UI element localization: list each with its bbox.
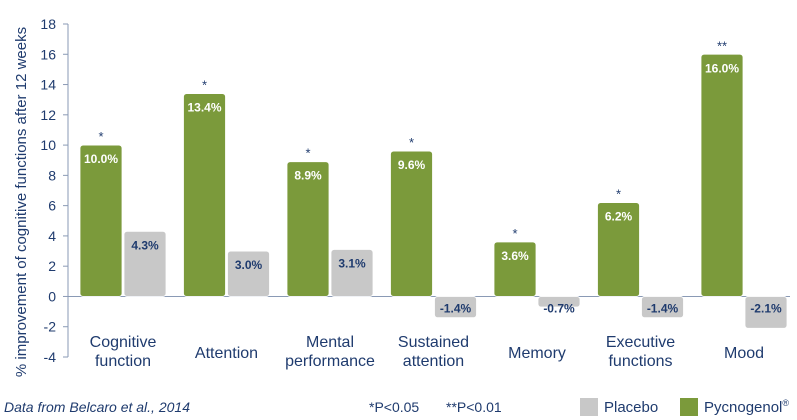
data-label-pycnogenol: 8.9% <box>294 169 322 183</box>
data-label-pycnogenol: 16.0% <box>705 61 739 75</box>
category-label: Cognitive <box>90 334 157 351</box>
significance-marker: * <box>409 135 414 150</box>
category-label: Mental <box>306 334 354 351</box>
bar-chart: 18 16 14 12 10 8 6 4 2 0 -2 -4 % improvement of cogn… <box>13 16 790 377</box>
data-label-placebo: -2.1% <box>750 301 782 315</box>
bar-placebo <box>537 296 581 308</box>
legend-swatch-placebo <box>580 398 598 416</box>
category-label: Attention <box>195 345 258 362</box>
data-label-placebo: -1.4% <box>440 301 472 315</box>
data-label-pycnogenol: 6.2% <box>605 210 633 224</box>
significance-marker: * <box>98 129 103 144</box>
y-tick-label: 6 <box>48 198 56 214</box>
legend-item-placebo: Placebo <box>580 398 658 416</box>
y-tick-label: 18 <box>40 16 56 32</box>
significance-note-p05: *P<0.05 <box>369 399 420 415</box>
category-label: Sustained <box>398 334 469 351</box>
legend-label-pycnogenol-text: Pycnogenol <box>704 399 783 416</box>
data-label-pycnogenol: 10.0% <box>84 152 118 166</box>
bar-placebo <box>123 230 167 297</box>
significance-marker: * <box>512 226 517 241</box>
bar-pycnogenol <box>286 161 330 297</box>
y-tick-label: 16 <box>40 46 56 62</box>
category-label: attention <box>403 353 464 370</box>
significance-marker: * <box>616 187 621 202</box>
y-tick-label: 12 <box>40 107 56 123</box>
y-tick-label: 8 <box>48 167 56 183</box>
data-label-pycnogenol: 3.6% <box>501 249 529 263</box>
data-label-placebo: 3.0% <box>235 258 263 272</box>
significance-note-p01: **P<0.01 <box>446 399 502 415</box>
data-label-pycnogenol: 13.4% <box>187 101 221 115</box>
bar-placebo <box>641 296 684 319</box>
data-label-placebo: -0.7% <box>543 301 575 315</box>
y-tick-label: -2 <box>44 319 57 335</box>
data-label-pycnogenol: 9.6% <box>398 158 426 172</box>
y-tick-label: 2 <box>48 258 56 274</box>
category-label: performance <box>285 353 375 370</box>
category-label: Memory <box>508 345 566 362</box>
legend-label-pycnogenol-sup: ® <box>782 398 790 408</box>
y-tick-label: 4 <box>48 228 56 244</box>
bar-pycnogenol <box>493 241 537 297</box>
significance-marker: * <box>202 78 207 93</box>
y-axis-title: % improvement of cognitive functions aft… <box>13 27 30 377</box>
y-tick-label: 14 <box>40 77 56 93</box>
bar-pycnogenol <box>597 202 640 297</box>
bar-pycnogenol <box>700 53 744 297</box>
significance-marker: * <box>305 146 310 161</box>
bar-placebo <box>227 250 270 297</box>
data-label-placebo: 4.3% <box>131 238 159 252</box>
bar-placebo <box>434 296 477 319</box>
bar-pycnogenol <box>183 93 226 297</box>
significance-marker: ** <box>717 38 727 53</box>
data-source-note: Data from Belcaro et al., 2014 <box>4 399 190 415</box>
bar-placebo <box>744 296 788 329</box>
category-label: functions <box>608 353 672 370</box>
bar-pycnogenol <box>390 150 433 297</box>
legend-label-placebo: Placebo <box>604 398 659 416</box>
category-label: Executive <box>606 334 675 351</box>
legend-label-pycnogenol: Pycnogenol® <box>704 398 789 416</box>
bar-placebo <box>330 249 374 297</box>
legend-item-pycnogenol: Pycnogenol® <box>680 398 789 416</box>
category-label: function <box>95 353 151 370</box>
legend-swatch-pycnogenol <box>680 398 698 416</box>
y-tick-label: 0 <box>48 288 56 304</box>
y-tick-label: -4 <box>44 349 57 365</box>
bar-pycnogenol <box>79 144 123 297</box>
y-tick-label: 10 <box>40 137 56 153</box>
data-label-placebo: 3.1% <box>338 257 366 271</box>
category-label: Mood <box>724 345 764 362</box>
data-label-placebo: -1.4% <box>647 301 679 315</box>
